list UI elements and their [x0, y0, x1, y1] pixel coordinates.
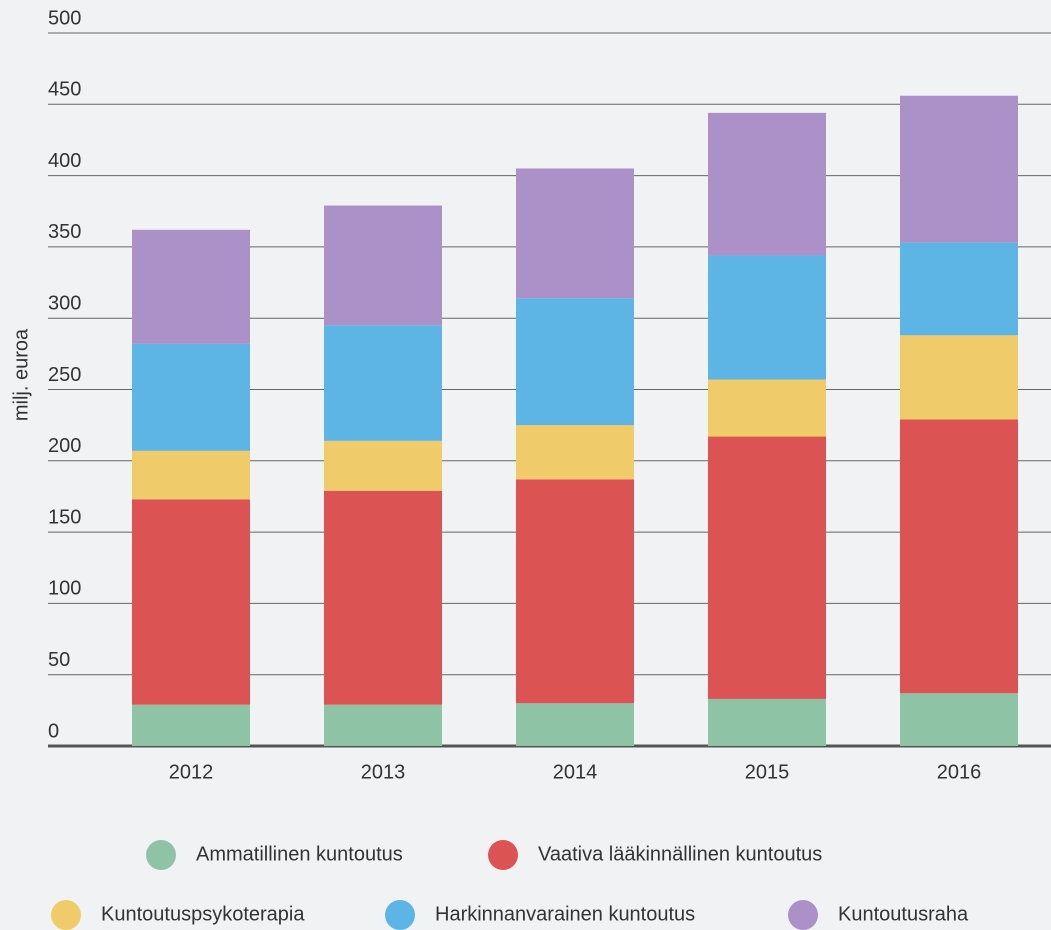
- bar-segment: [516, 298, 634, 426]
- bar-segment: [900, 95, 1018, 243]
- y-tick-label: 0: [48, 720, 59, 742]
- y-tick-label: 350: [48, 221, 81, 243]
- bar-segment: [516, 479, 634, 704]
- bar-segment: [324, 490, 442, 705]
- y-tick-label: 50: [48, 649, 70, 671]
- bar-segment: [900, 335, 1018, 420]
- legend-label: Vaativa lääkinnällinen kuntoutus: [538, 843, 822, 865]
- y-tick-label: 500: [48, 7, 81, 29]
- bar-segment: [708, 379, 826, 437]
- bar-segment: [516, 425, 634, 480]
- y-tick-label: 450: [48, 79, 81, 101]
- bar-segment: [708, 436, 826, 699]
- bar-segment: [132, 450, 250, 500]
- bar-segment: [708, 698, 826, 746]
- x-tick-label: 2012: [169, 761, 214, 783]
- legend-label: Kuntoutuspsykoterapia: [101, 903, 305, 925]
- legend-swatch: [146, 840, 176, 870]
- legend-label: Kuntoutusraha: [838, 903, 969, 925]
- bar-segment: [132, 499, 250, 705]
- y-tick-label: 250: [48, 364, 81, 386]
- y-tick-label: 100: [48, 578, 81, 600]
- legend-label: Ammatillinen kuntoutus: [196, 843, 403, 865]
- y-tick-label: 200: [48, 435, 81, 457]
- y-tick-label: 150: [48, 506, 81, 528]
- bar-segment: [516, 703, 634, 746]
- bar-segment: [900, 693, 1018, 746]
- legend-swatch: [488, 840, 518, 870]
- legend-swatch: [788, 900, 818, 930]
- legend-label: Harkinnanvarainen kuntoutus: [435, 903, 695, 925]
- x-tick-label: 2015: [745, 761, 790, 783]
- x-tick-label: 2014: [553, 761, 598, 783]
- bar-segment: [324, 205, 442, 326]
- y-tick-label: 400: [48, 150, 81, 172]
- x-tick-label: 2016: [937, 761, 982, 783]
- bar-segment: [324, 704, 442, 746]
- y-tick-label: 300: [48, 292, 81, 314]
- bar-segment: [708, 112, 826, 256]
- legend-swatch: [51, 900, 81, 930]
- y-axis-label: milj. euroa: [10, 328, 32, 421]
- bar-segment: [900, 242, 1018, 336]
- bar-segment: [900, 419, 1018, 694]
- bar-segment: [324, 440, 442, 491]
- x-tick-label: 2013: [361, 761, 406, 783]
- bar-segment: [132, 343, 250, 451]
- bar-segment: [132, 704, 250, 746]
- legend-swatch: [385, 900, 415, 930]
- bar-segment: [708, 255, 826, 380]
- bar-segment: [516, 168, 634, 299]
- bar-segment: [324, 325, 442, 441]
- bar-segment: [132, 229, 250, 344]
